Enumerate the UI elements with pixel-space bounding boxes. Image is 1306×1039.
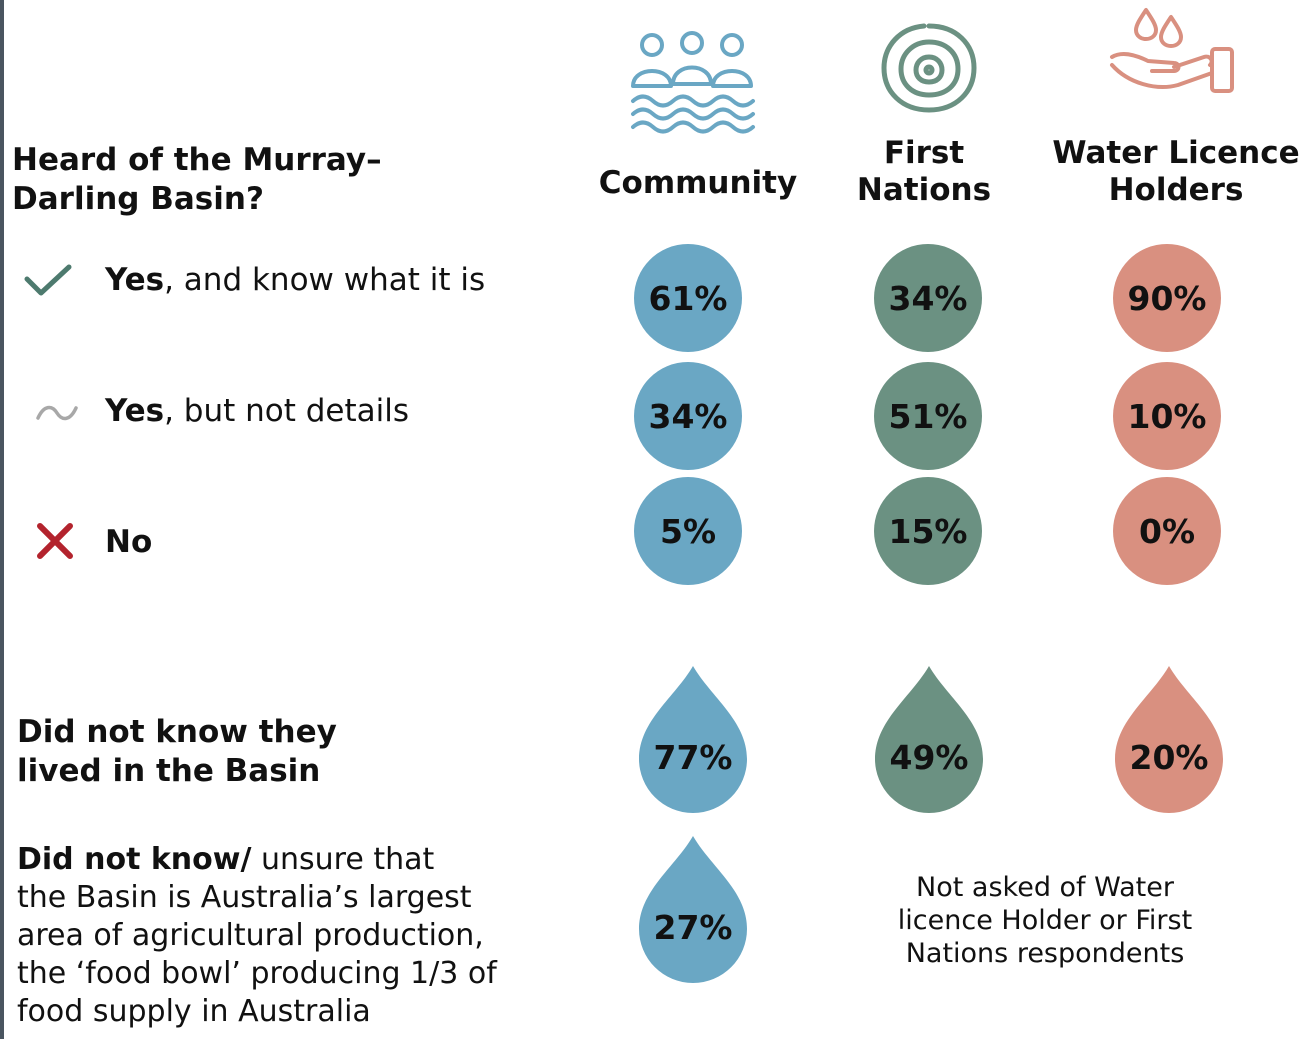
row-label-no-bold: No (105, 524, 153, 560)
not-asked-note-line2: licence Holder or First (897, 905, 1193, 936)
section3-label-bold: Did not know/ (17, 842, 252, 877)
value-first-nations-row-1-circle (874, 244, 982, 352)
section1-heading: Heard of the Murray– Darling Basin? (12, 141, 382, 219)
column-header-community: Community (548, 165, 848, 202)
value-water-licence-holders-row-4-drop (1115, 666, 1223, 813)
value-first-nations-row-4-drop (875, 666, 983, 813)
value-community-row-5-label: 27% (654, 908, 733, 947)
row-label-yes-know: Yes, and know what it is (105, 261, 485, 299)
section3-label-line1-rest: unsure that (251, 842, 435, 877)
cross-icon (37, 523, 73, 559)
value-first-nations-row-1-label: 34% (889, 279, 968, 318)
value-water-licence-holders-row-1-label: 90% (1128, 279, 1207, 318)
section3-label-line3: area of agricultural production, (17, 918, 484, 953)
section1-heading-line1: Heard of the Murray– (12, 142, 382, 178)
value-community-row-2-circle (634, 362, 742, 470)
section3-label: Did not know/ unsure that the Basin is A… (17, 841, 537, 1031)
value-water-licence-holders-row-3-circle (1113, 477, 1221, 585)
section1-heading-line2: Darling Basin? (12, 181, 264, 217)
value-community-row-1-label: 61% (649, 279, 728, 318)
value-community-row-3-label: 5% (660, 512, 716, 551)
value-community-row-2-label: 34% (649, 397, 728, 436)
row-label-yes-not-details-rest: , but not details (164, 393, 410, 429)
not-asked-note: Not asked of Water licence Holder or Fir… (865, 871, 1225, 970)
column-header-first-nations-line2: Nations (856, 172, 992, 208)
value-water-licence-holders-row-2-circle (1113, 362, 1221, 470)
value-community-row-5-drop (639, 836, 747, 983)
community-people-waves-icon (631, 31, 755, 134)
value-water-licence-holders-row-1-circle (1113, 244, 1221, 352)
value-community-row-4-label: 77% (654, 738, 733, 777)
column-header-first-nations: First Nations (774, 135, 1074, 209)
row-label-yes-not-details-bold: Yes (105, 393, 165, 429)
value-water-licence-holders-row-4-label: 20% (1130, 738, 1209, 777)
row-label-no: No (105, 523, 152, 561)
row-label-yes-know-rest: , and know what it is (164, 262, 486, 298)
not-asked-note-line1: Not asked of Water (916, 872, 1174, 903)
section2-label-line2: lived in the Basin (17, 753, 321, 789)
not-asked-note-line3: Nations respondents (905, 938, 1185, 969)
hand-water-drops-icon (1110, 8, 1234, 93)
value-community-row-4-drop (639, 666, 747, 813)
column-header-wlh-line1: Water Licence (1052, 135, 1300, 171)
row-label-yes-know-bold: Yes (105, 262, 165, 298)
concentric-circles-icon (881, 23, 977, 113)
check-icon (24, 264, 72, 296)
tilde-icon (36, 405, 78, 421)
value-water-licence-holders-row-2-label: 10% (1128, 397, 1207, 436)
column-header-wlh-line2: Holders (1108, 172, 1244, 208)
left-edge-rule (0, 0, 4, 1039)
value-first-nations-row-4-label: 49% (890, 738, 969, 777)
value-water-licence-holders-row-3-label: 0% (1139, 512, 1195, 551)
column-header-water-licence-holders: Water Licence Holders (1026, 135, 1306, 209)
section3-label-line5: food supply in Australia (17, 994, 371, 1029)
section2-label: Did not know they lived in the Basin (17, 713, 337, 791)
value-first-nations-row-2-label: 51% (889, 397, 968, 436)
value-community-row-1-circle (634, 244, 742, 352)
section2-label-line1: Did not know they (17, 714, 337, 750)
value-first-nations-row-2-circle (874, 362, 982, 470)
value-first-nations-row-3-circle (874, 477, 982, 585)
row-label-yes-not-details: Yes, but not details (105, 392, 409, 430)
value-first-nations-row-3-label: 15% (889, 512, 968, 551)
section3-label-line4: the ‘food bowl’ producing 1/3 of (17, 956, 497, 991)
value-community-row-3-circle (634, 477, 742, 585)
column-header-first-nations-line1: First (883, 135, 965, 171)
section3-label-line2: the Basin is Australia’s largest (17, 880, 472, 915)
column-header-community-label: Community (598, 165, 798, 201)
